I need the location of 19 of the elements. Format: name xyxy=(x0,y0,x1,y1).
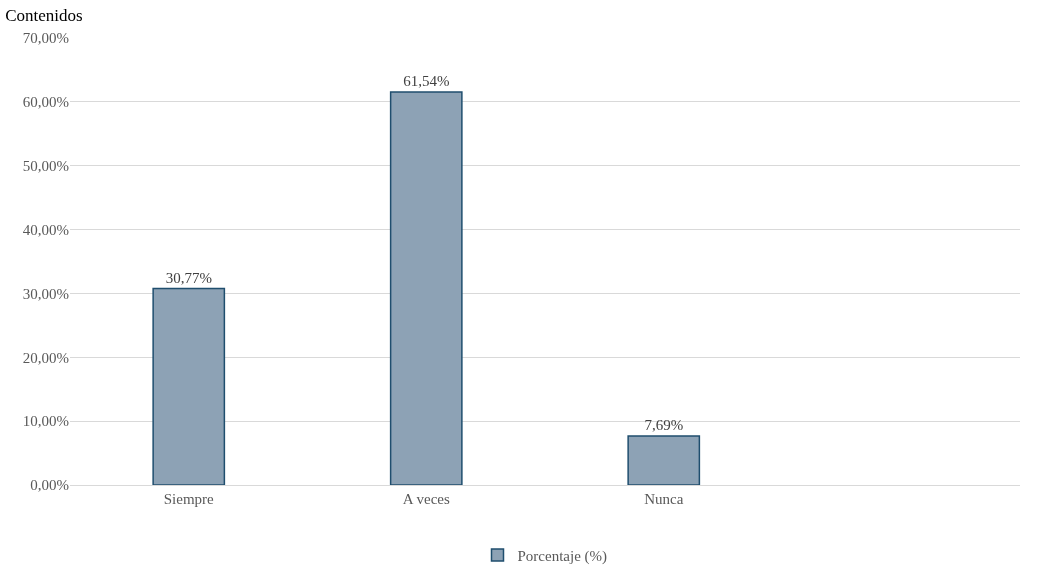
bar xyxy=(389,91,463,485)
y-tick-label: 20,00% xyxy=(22,349,69,366)
data-label: 7,69% xyxy=(644,416,684,433)
bar xyxy=(627,435,701,485)
y-tick-label: 50,00% xyxy=(22,157,69,174)
y-tick-label: 60,00% xyxy=(22,94,69,111)
y-tick-label: 40,00% xyxy=(22,221,69,238)
data-label: 61,54% xyxy=(403,73,450,90)
bar xyxy=(152,287,226,485)
x-tick-label: Siempre xyxy=(163,491,215,507)
data-label: 30,77% xyxy=(165,269,212,286)
x-tick-label: Nunca xyxy=(644,491,684,507)
y-tick-label: 10,00% xyxy=(22,413,69,430)
y-tick-label: 70,00% xyxy=(22,30,69,47)
legend-label: Porcentaje (%) xyxy=(517,547,608,565)
chart-title: Contenidos xyxy=(5,5,83,25)
y-tick-label: 0,00% xyxy=(30,477,69,494)
x-tick-label: A veces xyxy=(402,491,450,507)
y-tick-label: 30,00% xyxy=(22,285,69,302)
